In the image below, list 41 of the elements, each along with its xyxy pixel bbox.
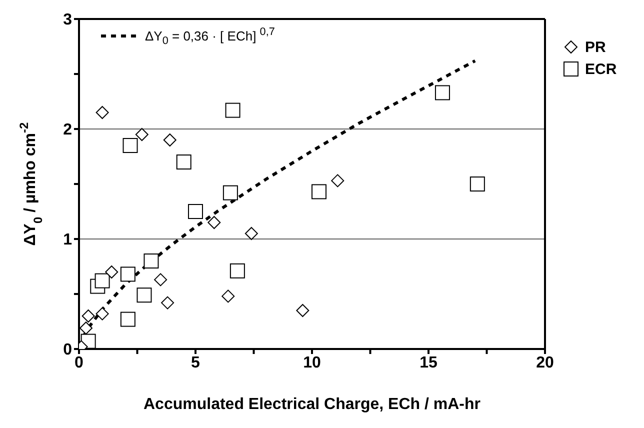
point <box>176 154 192 170</box>
point <box>470 176 485 192</box>
point <box>120 312 136 327</box>
point <box>136 288 152 303</box>
y-tick-label: 2 <box>63 122 72 139</box>
point <box>94 273 110 288</box>
x-tick-label: 15 <box>420 354 438 372</box>
legend-label: ΔY$_{0}$ = 0,36 · [ ECh] $^{0,7}$ <box>145 26 275 47</box>
point <box>434 85 450 100</box>
x-tick-label: 0 <box>74 354 84 372</box>
point <box>244 227 258 240</box>
point <box>188 204 203 219</box>
point <box>163 134 176 146</box>
point <box>296 304 310 317</box>
point <box>225 102 240 118</box>
y-tick-label: 1 <box>63 232 72 249</box>
y-tick-label: 0 <box>63 342 72 359</box>
point <box>144 254 159 268</box>
point <box>82 310 95 322</box>
point <box>105 266 118 278</box>
point <box>161 296 174 310</box>
point <box>154 273 168 286</box>
point <box>222 290 235 303</box>
point <box>96 106 109 119</box>
legend-label: ECR <box>585 60 617 78</box>
x-tick-label: 5 <box>191 354 200 372</box>
point <box>222 185 238 200</box>
point <box>96 307 109 320</box>
point <box>120 266 136 282</box>
x-tick-label: 10 <box>303 354 321 372</box>
legend-label: PR <box>585 38 606 56</box>
point <box>135 128 148 141</box>
point <box>122 138 138 153</box>
x-axis-title: Accumulated Electrical Charge, ECh / mA-hr <box>144 396 480 413</box>
point <box>331 174 344 188</box>
point <box>230 263 245 278</box>
y-tick-label: 3 <box>63 12 72 29</box>
point <box>208 216 221 229</box>
point <box>79 322 92 335</box>
point <box>311 184 326 200</box>
x-tick-label: 20 <box>536 354 554 372</box>
